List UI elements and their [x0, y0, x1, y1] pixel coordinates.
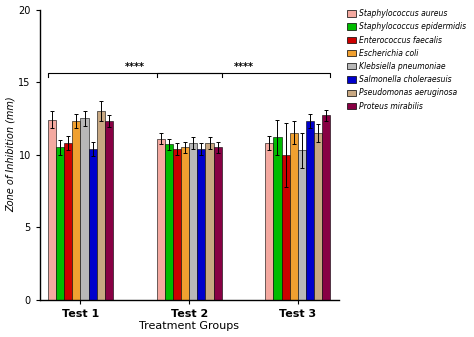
Legend: Staphylococcus aureus, Staphylococcus epidermidis, Enterococcus faecalis, Escher: Staphylococcus aureus, Staphylococcus ep… — [346, 7, 468, 112]
Bar — [156, 139, 164, 300]
Bar — [205, 143, 214, 300]
Text: ****: **** — [234, 62, 254, 72]
Bar — [290, 133, 298, 300]
X-axis label: Treatment Groups: Treatment Groups — [139, 321, 239, 332]
Bar — [64, 143, 73, 300]
Bar — [164, 145, 173, 300]
Bar — [322, 116, 330, 300]
Bar — [306, 121, 314, 300]
Text: ****: **** — [125, 62, 145, 72]
Bar — [89, 149, 97, 300]
Bar — [197, 149, 205, 300]
Bar — [314, 133, 322, 300]
Y-axis label: Zone of Inhibition (mm): Zone of Inhibition (mm) — [6, 97, 16, 212]
Bar — [81, 118, 89, 300]
Bar — [97, 111, 105, 300]
Bar — [56, 147, 64, 300]
Bar — [105, 121, 113, 300]
Bar — [265, 143, 273, 300]
Bar — [189, 143, 197, 300]
Bar — [214, 147, 222, 300]
Bar — [173, 149, 181, 300]
Bar — [282, 155, 290, 300]
Bar — [181, 147, 189, 300]
Bar — [273, 137, 282, 300]
Bar — [73, 121, 81, 300]
Bar — [48, 120, 56, 300]
Bar — [298, 150, 306, 300]
